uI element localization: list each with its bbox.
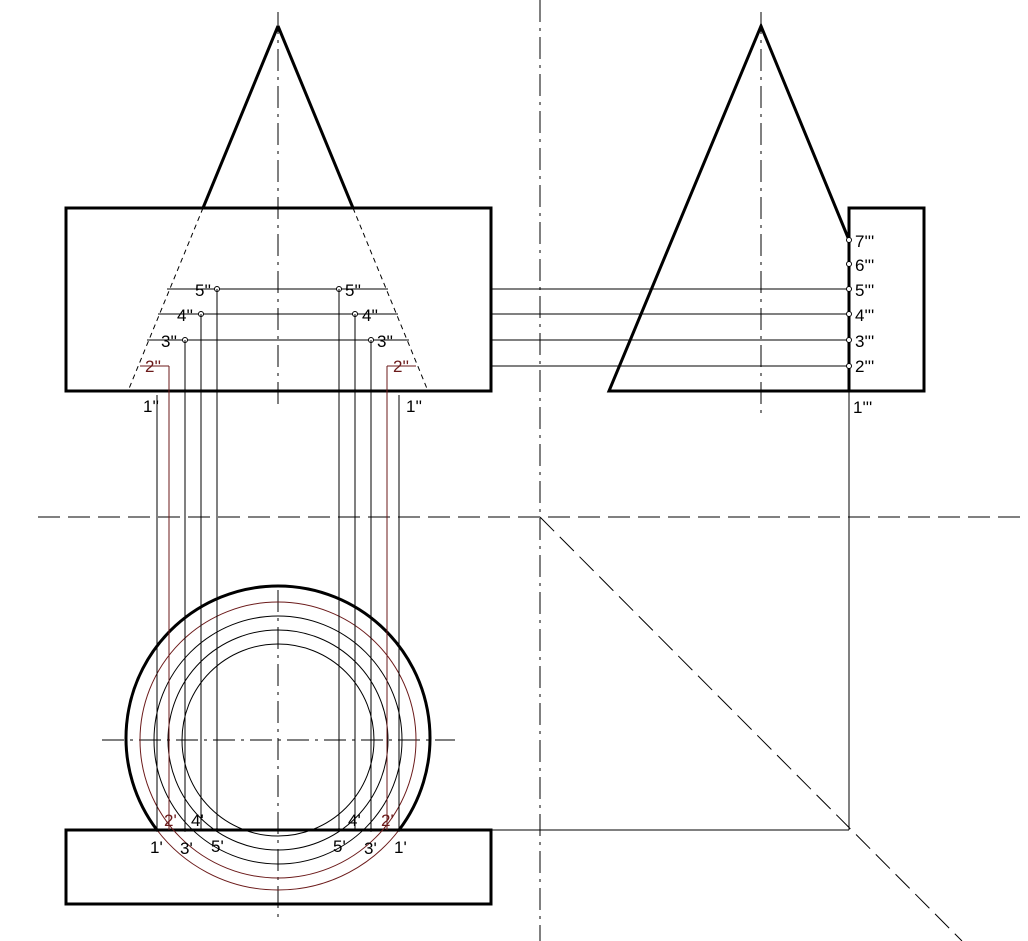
- side-label-1: 1''': [853, 398, 872, 417]
- front-cone-hidden-left: [127, 207, 204, 392]
- top-label-2-right: 2': [381, 811, 394, 830]
- front-cone-hidden-right: [352, 207, 429, 392]
- top-labels: 2' 4' 4' 2' 1' 3' 5' 5' 3' 1': [150, 811, 407, 858]
- side-label-6: 6''': [855, 256, 874, 275]
- top-section-circle-2: [139, 601, 417, 879]
- top-label-4-left: 4': [191, 811, 204, 830]
- front-label-3-left: 3'': [161, 332, 177, 351]
- front-label-4-left: 4'': [177, 306, 193, 325]
- top-label-1-left: 1': [150, 838, 163, 857]
- side-point-6: [846, 261, 852, 267]
- top-section-circle-5: [181, 643, 375, 837]
- front-labels: 5'' 5'' 4'' 4'' 3'' 3'' 2'' 2'' 1'' 1'': [143, 281, 422, 416]
- top-label-5-right: 5': [333, 837, 346, 856]
- top-point-3-left: [183, 828, 187, 832]
- side-view-prism: [847, 206, 926, 393]
- side-point-3: [846, 337, 852, 343]
- side-point-2: [846, 363, 852, 369]
- side-view: [491, 22, 926, 830]
- side-label-4: 4''': [855, 306, 874, 325]
- side-label-2: 2''': [855, 357, 874, 376]
- top-label-1-right: 1': [394, 838, 407, 857]
- side-label-5: 5''': [855, 281, 874, 300]
- side-point-4: [846, 311, 852, 317]
- side-label-7: 7''': [855, 232, 874, 251]
- front-view-prism: [64, 206, 493, 393]
- top-point-5-right: [337, 828, 341, 832]
- top-view-prism: [64, 828, 493, 906]
- top-view: [64, 584, 849, 906]
- front-label-1-left: 1'': [143, 397, 159, 416]
- top-point-markers: [155, 828, 401, 832]
- front-label-4-right: 4'': [362, 306, 378, 325]
- top-point-1-right: [397, 828, 401, 832]
- top-cone-base-circle: [124, 584, 432, 831]
- top-section-circle-4: [167, 629, 389, 851]
- top-point-5-left: [215, 828, 219, 832]
- side-point-5: [846, 286, 852, 292]
- top-section-circle-3: [153, 615, 403, 865]
- front-label-2-left: 2'': [145, 357, 161, 376]
- side-point-7: [846, 237, 852, 243]
- top-label-3-left: 3': [180, 839, 193, 858]
- top-label-4-right: 4': [348, 811, 361, 830]
- top-label-3-right: 3': [364, 839, 377, 858]
- top-label-5-left: 5': [211, 837, 224, 856]
- top-label-2-left: 2': [164, 811, 177, 830]
- front-label-3-right: 3'': [377, 332, 393, 351]
- side-label-3: 3''': [855, 332, 874, 351]
- diagonal-transfer-line: [539, 516, 963, 941]
- front-label-5-right: 5'': [345, 281, 361, 300]
- axis-lines: [38, 0, 1028, 941]
- top-point-1-left: [155, 828, 159, 832]
- side-labels: 7''' 6''' 5''' 4''' 3''' 2''' 1''': [853, 232, 874, 417]
- front-cone-right-edge: [276, 25, 355, 209]
- top-point-3-right: [369, 828, 373, 832]
- front-label-1-right: 1'': [406, 397, 422, 416]
- front-cone-left-edge: [201, 25, 280, 209]
- front-label-5-left: 5'': [195, 281, 211, 300]
- side-cone-outline: [606, 22, 851, 393]
- vertical-projection-lines: [156, 289, 400, 830]
- top-cone-base-hidden: [156, 829, 400, 891]
- front-label-2-right: 2'': [393, 357, 409, 376]
